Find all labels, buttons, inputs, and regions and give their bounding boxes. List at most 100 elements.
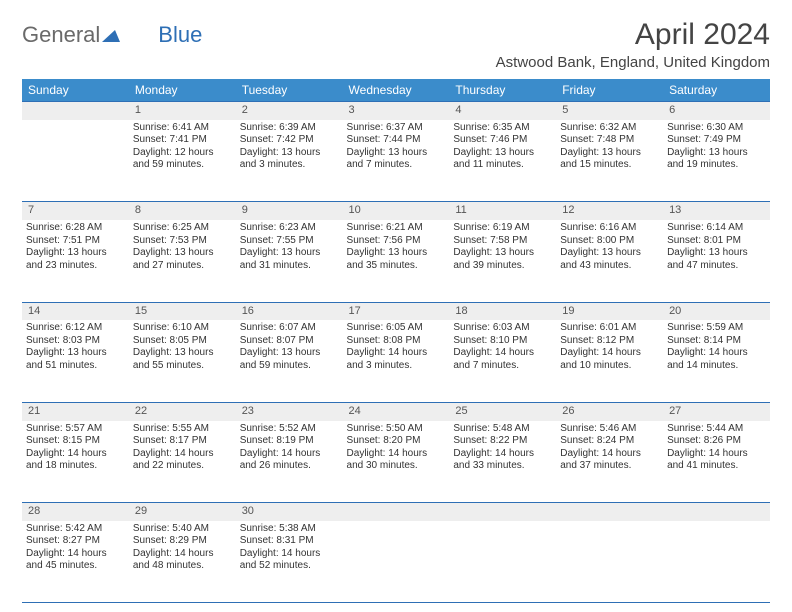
- sunset-text: Sunset: 7:44 PM: [347, 134, 446, 147]
- sunrise-text: Sunrise: 6:32 AM: [560, 122, 659, 135]
- day-number: [343, 503, 450, 521]
- sunset-text: Sunset: 8:15 PM: [26, 435, 125, 448]
- daylight-text: Daylight: 14 hours and 10 minutes.: [560, 347, 659, 372]
- sunset-text: Sunset: 8:00 PM: [560, 235, 659, 248]
- daylight-text: Daylight: 13 hours and 27 minutes.: [133, 247, 232, 272]
- sunset-text: Sunset: 8:20 PM: [347, 435, 446, 448]
- day-number: 7: [22, 202, 129, 220]
- daylight-text: Daylight: 14 hours and 37 minutes.: [560, 448, 659, 473]
- day-number-row: 282930: [22, 503, 770, 521]
- day-cell: Sunrise: 5:40 AMSunset: 8:29 PMDaylight:…: [129, 521, 236, 603]
- day-number: 27: [663, 402, 770, 420]
- day-header: Sunday: [22, 79, 129, 102]
- sunrise-text: Sunrise: 5:40 AM: [133, 523, 232, 536]
- title-block: April 2024 Astwood Bank, England, United…: [496, 18, 770, 71]
- day-number: 20: [663, 302, 770, 320]
- daylight-text: Daylight: 14 hours and 33 minutes.: [453, 448, 552, 473]
- day-number: 2: [236, 102, 343, 120]
- sunrise-text: Sunrise: 6:19 AM: [453, 222, 552, 235]
- day-number: 30: [236, 503, 343, 521]
- daylight-text: Daylight: 13 hours and 43 minutes.: [560, 247, 659, 272]
- day-cell: Sunrise: 6:14 AMSunset: 8:01 PMDaylight:…: [663, 220, 770, 302]
- day-cell: Sunrise: 6:21 AMSunset: 7:56 PMDaylight:…: [343, 220, 450, 302]
- day-number: 5: [556, 102, 663, 120]
- day-number-row: 21222324252627: [22, 402, 770, 420]
- daylight-text: Daylight: 13 hours and 23 minutes.: [26, 247, 125, 272]
- sunset-text: Sunset: 7:48 PM: [560, 134, 659, 147]
- day-header-row: Sunday Monday Tuesday Wednesday Thursday…: [22, 79, 770, 102]
- daylight-text: Daylight: 14 hours and 30 minutes.: [347, 448, 446, 473]
- day-number: 29: [129, 503, 236, 521]
- sunset-text: Sunset: 8:14 PM: [667, 335, 766, 348]
- sunset-text: Sunset: 8:08 PM: [347, 335, 446, 348]
- day-number: 26: [556, 402, 663, 420]
- sunset-text: Sunset: 7:41 PM: [133, 134, 232, 147]
- day-cell: Sunrise: 5:48 AMSunset: 8:22 PMDaylight:…: [449, 421, 556, 503]
- sunrise-text: Sunrise: 5:50 AM: [347, 423, 446, 436]
- day-cell: Sunrise: 6:35 AMSunset: 7:46 PMDaylight:…: [449, 120, 556, 202]
- day-number: 22: [129, 402, 236, 420]
- day-number: 15: [129, 302, 236, 320]
- day-number: 23: [236, 402, 343, 420]
- sunrise-text: Sunrise: 6:37 AM: [347, 122, 446, 135]
- sunrise-text: Sunrise: 6:07 AM: [240, 322, 339, 335]
- sunrise-text: Sunrise: 5:52 AM: [240, 423, 339, 436]
- sunset-text: Sunset: 7:49 PM: [667, 134, 766, 147]
- sunrise-text: Sunrise: 5:48 AM: [453, 423, 552, 436]
- sunrise-text: Sunrise: 5:44 AM: [667, 423, 766, 436]
- sunrise-text: Sunrise: 5:46 AM: [560, 423, 659, 436]
- sunset-text: Sunset: 7:56 PM: [347, 235, 446, 248]
- day-cell: Sunrise: 5:38 AMSunset: 8:31 PMDaylight:…: [236, 521, 343, 603]
- day-header: Saturday: [663, 79, 770, 102]
- day-number: 17: [343, 302, 450, 320]
- day-cell: Sunrise: 6:05 AMSunset: 8:08 PMDaylight:…: [343, 320, 450, 402]
- day-cell: Sunrise: 6:30 AMSunset: 7:49 PMDaylight:…: [663, 120, 770, 202]
- daylight-text: Daylight: 13 hours and 15 minutes.: [560, 147, 659, 172]
- brand-logo: General Blue: [22, 22, 202, 48]
- day-cell: Sunrise: 6:10 AMSunset: 8:05 PMDaylight:…: [129, 320, 236, 402]
- day-cell: Sunrise: 6:16 AMSunset: 8:00 PMDaylight:…: [556, 220, 663, 302]
- sunset-text: Sunset: 8:05 PM: [133, 335, 232, 348]
- day-number: 4: [449, 102, 556, 120]
- day-number: 16: [236, 302, 343, 320]
- day-cell: Sunrise: 6:23 AMSunset: 7:55 PMDaylight:…: [236, 220, 343, 302]
- daylight-text: Daylight: 14 hours and 7 minutes.: [453, 347, 552, 372]
- sunrise-text: Sunrise: 6:39 AM: [240, 122, 339, 135]
- location-subtitle: Astwood Bank, England, United Kingdom: [496, 54, 770, 71]
- daylight-text: Daylight: 13 hours and 55 minutes.: [133, 347, 232, 372]
- day-number: 21: [22, 402, 129, 420]
- header: General Blue April 2024 Astwood Bank, En…: [22, 18, 770, 71]
- day-number: 18: [449, 302, 556, 320]
- sunset-text: Sunset: 8:22 PM: [453, 435, 552, 448]
- brand-part2: Blue: [158, 22, 202, 48]
- day-cell: Sunrise: 6:19 AMSunset: 7:58 PMDaylight:…: [449, 220, 556, 302]
- daylight-text: Daylight: 13 hours and 7 minutes.: [347, 147, 446, 172]
- daylight-text: Daylight: 13 hours and 59 minutes.: [240, 347, 339, 372]
- sunset-text: Sunset: 8:12 PM: [560, 335, 659, 348]
- day-cell: Sunrise: 6:07 AMSunset: 8:07 PMDaylight:…: [236, 320, 343, 402]
- day-cell: Sunrise: 5:59 AMSunset: 8:14 PMDaylight:…: [663, 320, 770, 402]
- daylight-text: Daylight: 14 hours and 18 minutes.: [26, 448, 125, 473]
- day-cell: Sunrise: 6:03 AMSunset: 8:10 PMDaylight:…: [449, 320, 556, 402]
- day-number: [556, 503, 663, 521]
- daylight-text: Daylight: 14 hours and 22 minutes.: [133, 448, 232, 473]
- week-row: Sunrise: 5:57 AMSunset: 8:15 PMDaylight:…: [22, 421, 770, 503]
- week-row: Sunrise: 6:12 AMSunset: 8:03 PMDaylight:…: [22, 320, 770, 402]
- day-number: 28: [22, 503, 129, 521]
- day-number: 10: [343, 202, 450, 220]
- day-number: 9: [236, 202, 343, 220]
- day-cell: Sunrise: 6:12 AMSunset: 8:03 PMDaylight:…: [22, 320, 129, 402]
- daylight-text: Daylight: 13 hours and 19 minutes.: [667, 147, 766, 172]
- day-number-row: 14151617181920: [22, 302, 770, 320]
- day-number: 24: [343, 402, 450, 420]
- day-cell: [22, 120, 129, 202]
- daylight-text: Daylight: 12 hours and 59 minutes.: [133, 147, 232, 172]
- sunrise-text: Sunrise: 6:14 AM: [667, 222, 766, 235]
- brand-triangle-icon: [102, 22, 120, 48]
- sunset-text: Sunset: 8:01 PM: [667, 235, 766, 248]
- daylight-text: Daylight: 14 hours and 52 minutes.: [240, 548, 339, 573]
- sunrise-text: Sunrise: 5:59 AM: [667, 322, 766, 335]
- day-number: [22, 102, 129, 120]
- day-header: Wednesday: [343, 79, 450, 102]
- sunset-text: Sunset: 8:26 PM: [667, 435, 766, 448]
